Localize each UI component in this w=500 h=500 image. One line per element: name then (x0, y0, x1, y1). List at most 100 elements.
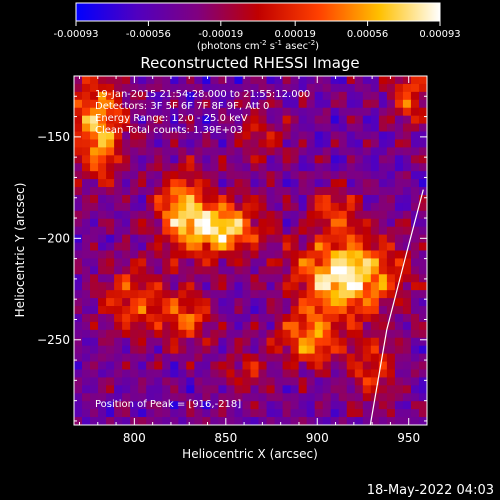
heatmap-pixel (98, 409, 107, 418)
heatmap-pixel (322, 171, 332, 180)
heatmap-pixel (346, 187, 356, 196)
heatmap-pixel (298, 274, 308, 283)
heatmap-pixel (138, 274, 147, 283)
heatmap-pixel (194, 155, 203, 164)
heatmap-pixel (338, 417, 348, 425)
heatmap-pixel (82, 234, 91, 244)
heatmap-pixel (202, 123, 211, 133)
heatmap-pixel (122, 226, 131, 236)
heatmap-pixel (130, 171, 139, 180)
heatmap-pixel (330, 234, 340, 244)
heatmap-pixel (258, 163, 268, 172)
heatmap-pixel (418, 401, 427, 410)
heatmap-pixel (266, 107, 276, 117)
heatmap-pixel (234, 242, 244, 252)
heatmap-pixel (218, 329, 228, 339)
heatmap-pixel (282, 417, 292, 425)
heatmap-pixel (178, 202, 187, 212)
heatmap-pixel (210, 369, 220, 379)
heatmap-pixel (114, 345, 123, 355)
heatmap-pixel (226, 298, 236, 307)
heatmap-pixel (154, 123, 163, 133)
heatmap-pixel (290, 306, 300, 315)
heatmap-pixel (202, 313, 211, 323)
heatmap-pixel (266, 290, 276, 299)
heatmap-pixel (82, 131, 91, 141)
heatmap-pixel (178, 282, 187, 291)
heatmap-pixel (402, 369, 412, 379)
heatmap-pixel (418, 329, 427, 339)
heatmap-pixel (90, 91, 99, 101)
heatmap-pixel (90, 321, 99, 331)
heatmap-pixel (306, 345, 316, 355)
heatmap-pixel (298, 401, 308, 410)
heatmap-pixel (290, 91, 300, 101)
heatmap-pixel (402, 409, 412, 418)
heatmap-pixel (210, 321, 220, 331)
heatmap-pixel (170, 361, 179, 371)
heatmap-pixel (242, 91, 252, 101)
heatmap-pixel (90, 329, 99, 339)
heatmap-pixel (202, 274, 211, 283)
heatmap-pixel (234, 226, 244, 236)
info-line: Energy Range: 12.0 - 25.0 keV (95, 113, 248, 124)
heatmap-pixel (162, 202, 171, 212)
heatmap-pixel (338, 234, 348, 244)
heatmap-pixel (258, 306, 268, 315)
heatmap-pixel (202, 202, 211, 212)
info-overlay: 19-Jan-2015 21:54:28.000 to 21:55:12.000… (95, 89, 310, 136)
heatmap-pixel (330, 210, 340, 220)
heatmap-pixel (290, 321, 300, 331)
heatmap-pixel (330, 401, 340, 410)
heatmap-pixel (354, 210, 364, 220)
heatmap-pixel (354, 76, 364, 85)
heatmap-pixel (138, 337, 147, 347)
heatmap-pixel (170, 377, 179, 386)
heatmap-pixel (338, 345, 348, 355)
heatmap-pixel (74, 290, 83, 299)
heatmap-pixel (322, 91, 332, 101)
heatmap-pixel (322, 194, 332, 204)
heatmap-pixel (290, 274, 300, 283)
heatmap-pixel (410, 329, 420, 339)
heatmap-pixel (282, 107, 292, 117)
heatmap-pixel (202, 329, 211, 339)
heatmap-pixel (330, 163, 340, 172)
heatmap-pixel (82, 290, 91, 299)
heatmap-pixel (274, 266, 284, 275)
heatmap-pixel (370, 250, 380, 260)
heatmap-pixel (266, 258, 276, 267)
heatmap-pixel (402, 290, 412, 299)
heatmap-pixel (338, 202, 348, 212)
heatmap-pixel (74, 194, 83, 204)
heatmap-pixel (306, 242, 316, 252)
heatmap-pixel (362, 401, 372, 410)
heatmap-pixel (282, 409, 292, 418)
heatmap-pixel (154, 234, 163, 244)
heatmap-pixel (250, 250, 260, 260)
heatmap-pixel (154, 139, 163, 148)
heatmap-pixel (378, 107, 388, 117)
heatmap-pixel (194, 139, 203, 148)
heatmap-pixel (178, 131, 187, 141)
heatmap-pixel (194, 99, 203, 109)
heatmap-pixel (258, 298, 268, 307)
heatmap-pixel (314, 266, 324, 275)
heatmap-pixel (106, 282, 115, 291)
heatmap-pixel (226, 377, 236, 386)
heatmap-pixel (106, 329, 115, 339)
heatmap-pixel (74, 218, 83, 228)
heatmap-pixel (162, 417, 171, 425)
heatmap-pixel (394, 306, 404, 315)
heatmap-pixel (298, 298, 308, 307)
heatmap-pixel (210, 385, 220, 394)
heatmap-pixel (122, 385, 131, 394)
heatmap-pixel (106, 401, 115, 410)
heatmap-pixel (90, 274, 99, 283)
heatmap-pixel (146, 139, 155, 148)
heatmap-pixel (218, 321, 228, 331)
heatmap-pixel (378, 202, 388, 212)
heatmap-pixel (122, 155, 131, 164)
heatmap-pixel (218, 377, 228, 386)
heatmap-pixel (234, 361, 244, 371)
